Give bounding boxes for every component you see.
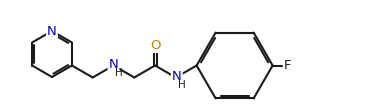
Text: N: N [47, 25, 57, 37]
Text: F: F [284, 59, 291, 72]
Text: N: N [109, 58, 118, 71]
Text: N: N [172, 70, 182, 83]
Text: H: H [115, 68, 122, 77]
Text: O: O [150, 39, 160, 52]
Text: H: H [178, 80, 186, 89]
